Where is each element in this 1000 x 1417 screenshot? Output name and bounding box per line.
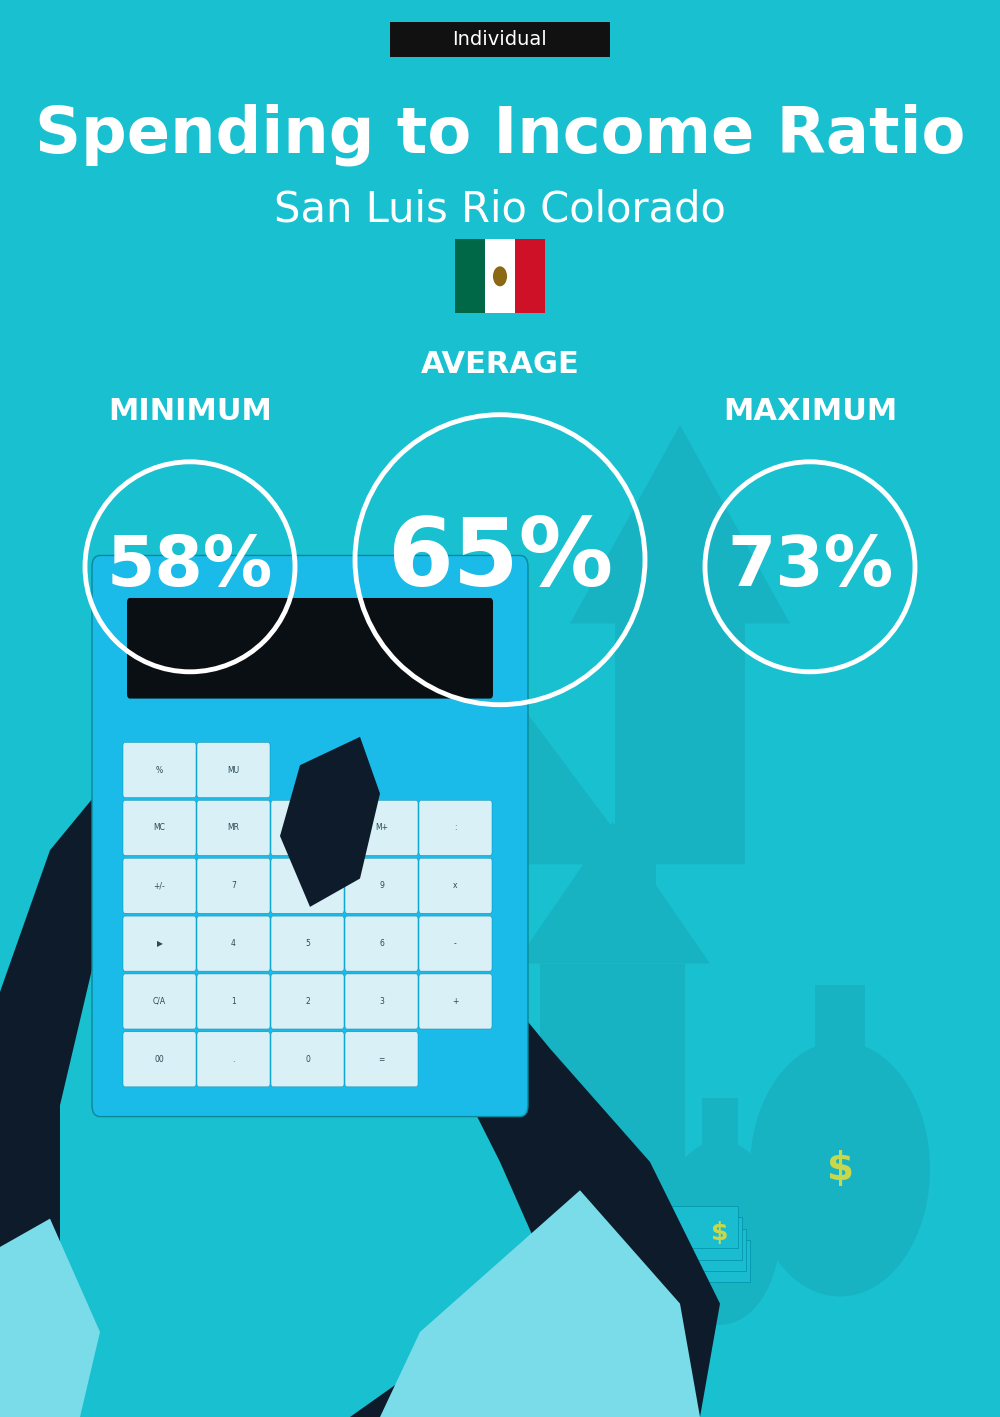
Text: 1: 1 xyxy=(231,998,236,1006)
Text: 00: 00 xyxy=(155,1054,164,1064)
Text: $: $ xyxy=(826,1151,854,1187)
Polygon shape xyxy=(0,680,320,1417)
Ellipse shape xyxy=(750,1041,930,1297)
Text: =: = xyxy=(378,1054,385,1064)
FancyBboxPatch shape xyxy=(197,973,270,1029)
Text: $: $ xyxy=(711,1221,729,1244)
Text: 0: 0 xyxy=(305,1054,310,1064)
FancyBboxPatch shape xyxy=(419,973,492,1029)
Text: San Luis Rio Colorado: San Luis Rio Colorado xyxy=(274,188,726,231)
FancyBboxPatch shape xyxy=(123,973,196,1029)
FancyBboxPatch shape xyxy=(197,743,270,798)
Text: M-: M- xyxy=(303,823,312,832)
Text: %: % xyxy=(156,765,163,775)
FancyBboxPatch shape xyxy=(127,598,493,699)
Text: x: x xyxy=(453,881,458,890)
FancyBboxPatch shape xyxy=(540,964,685,1275)
Text: 65%: 65% xyxy=(387,514,613,605)
Polygon shape xyxy=(0,1219,100,1417)
FancyBboxPatch shape xyxy=(123,859,196,913)
Text: +/-: +/- xyxy=(154,881,165,890)
Text: MR: MR xyxy=(228,823,240,832)
FancyBboxPatch shape xyxy=(419,917,492,971)
FancyBboxPatch shape xyxy=(123,801,196,856)
Text: +: + xyxy=(452,998,459,1006)
Text: MAXIMUM: MAXIMUM xyxy=(723,397,897,427)
FancyBboxPatch shape xyxy=(594,1169,632,1275)
Text: 58%: 58% xyxy=(107,533,273,601)
FancyBboxPatch shape xyxy=(271,917,344,971)
Text: 5: 5 xyxy=(305,939,310,948)
Polygon shape xyxy=(515,822,710,964)
FancyBboxPatch shape xyxy=(634,822,656,893)
Text: 4: 4 xyxy=(231,939,236,948)
Polygon shape xyxy=(100,609,460,864)
Text: MC: MC xyxy=(154,823,165,832)
Circle shape xyxy=(493,266,507,286)
FancyBboxPatch shape xyxy=(455,239,485,313)
Text: 2: 2 xyxy=(305,998,310,1006)
FancyBboxPatch shape xyxy=(345,917,418,971)
FancyBboxPatch shape xyxy=(515,239,545,313)
Text: MINIMUM: MINIMUM xyxy=(108,397,272,427)
FancyBboxPatch shape xyxy=(271,1032,344,1087)
Text: Individual: Individual xyxy=(453,30,547,50)
FancyBboxPatch shape xyxy=(123,917,196,971)
Text: 6: 6 xyxy=(379,939,384,948)
FancyBboxPatch shape xyxy=(123,1032,196,1087)
FancyBboxPatch shape xyxy=(608,1206,738,1248)
FancyBboxPatch shape xyxy=(271,973,344,1029)
FancyBboxPatch shape xyxy=(616,1229,746,1271)
FancyBboxPatch shape xyxy=(197,801,270,856)
Text: M+: M+ xyxy=(375,823,388,832)
FancyBboxPatch shape xyxy=(419,801,492,856)
FancyBboxPatch shape xyxy=(419,859,492,913)
FancyBboxPatch shape xyxy=(92,555,528,1117)
Text: .: . xyxy=(232,1054,235,1064)
FancyBboxPatch shape xyxy=(345,973,418,1029)
FancyBboxPatch shape xyxy=(345,1032,418,1087)
Text: ▶: ▶ xyxy=(157,939,162,948)
Text: 8: 8 xyxy=(305,881,310,890)
Text: -: - xyxy=(454,939,457,948)
FancyBboxPatch shape xyxy=(485,239,515,313)
Text: 73%: 73% xyxy=(727,533,893,601)
Text: C/A: C/A xyxy=(153,998,166,1006)
FancyBboxPatch shape xyxy=(390,21,610,57)
FancyBboxPatch shape xyxy=(620,1240,750,1282)
Ellipse shape xyxy=(660,1141,780,1325)
Text: 3: 3 xyxy=(379,998,384,1006)
FancyBboxPatch shape xyxy=(197,1032,270,1087)
Text: 7: 7 xyxy=(231,881,236,890)
FancyBboxPatch shape xyxy=(345,859,418,913)
Polygon shape xyxy=(280,623,640,864)
FancyBboxPatch shape xyxy=(612,1217,742,1260)
Polygon shape xyxy=(380,1190,700,1417)
FancyBboxPatch shape xyxy=(197,917,270,971)
Text: :: : xyxy=(454,823,457,832)
Text: Spending to Income Ratio: Spending to Income Ratio xyxy=(35,103,965,166)
FancyBboxPatch shape xyxy=(271,859,344,913)
Polygon shape xyxy=(570,425,790,864)
FancyBboxPatch shape xyxy=(345,801,418,856)
Text: MU: MU xyxy=(227,765,240,775)
FancyBboxPatch shape xyxy=(702,1098,738,1155)
Polygon shape xyxy=(280,737,380,907)
FancyBboxPatch shape xyxy=(815,985,865,1056)
FancyBboxPatch shape xyxy=(123,743,196,798)
Text: AVERAGE: AVERAGE xyxy=(421,350,579,380)
Polygon shape xyxy=(350,921,720,1417)
FancyBboxPatch shape xyxy=(197,859,270,913)
Text: 9: 9 xyxy=(379,881,384,890)
FancyBboxPatch shape xyxy=(271,801,344,856)
